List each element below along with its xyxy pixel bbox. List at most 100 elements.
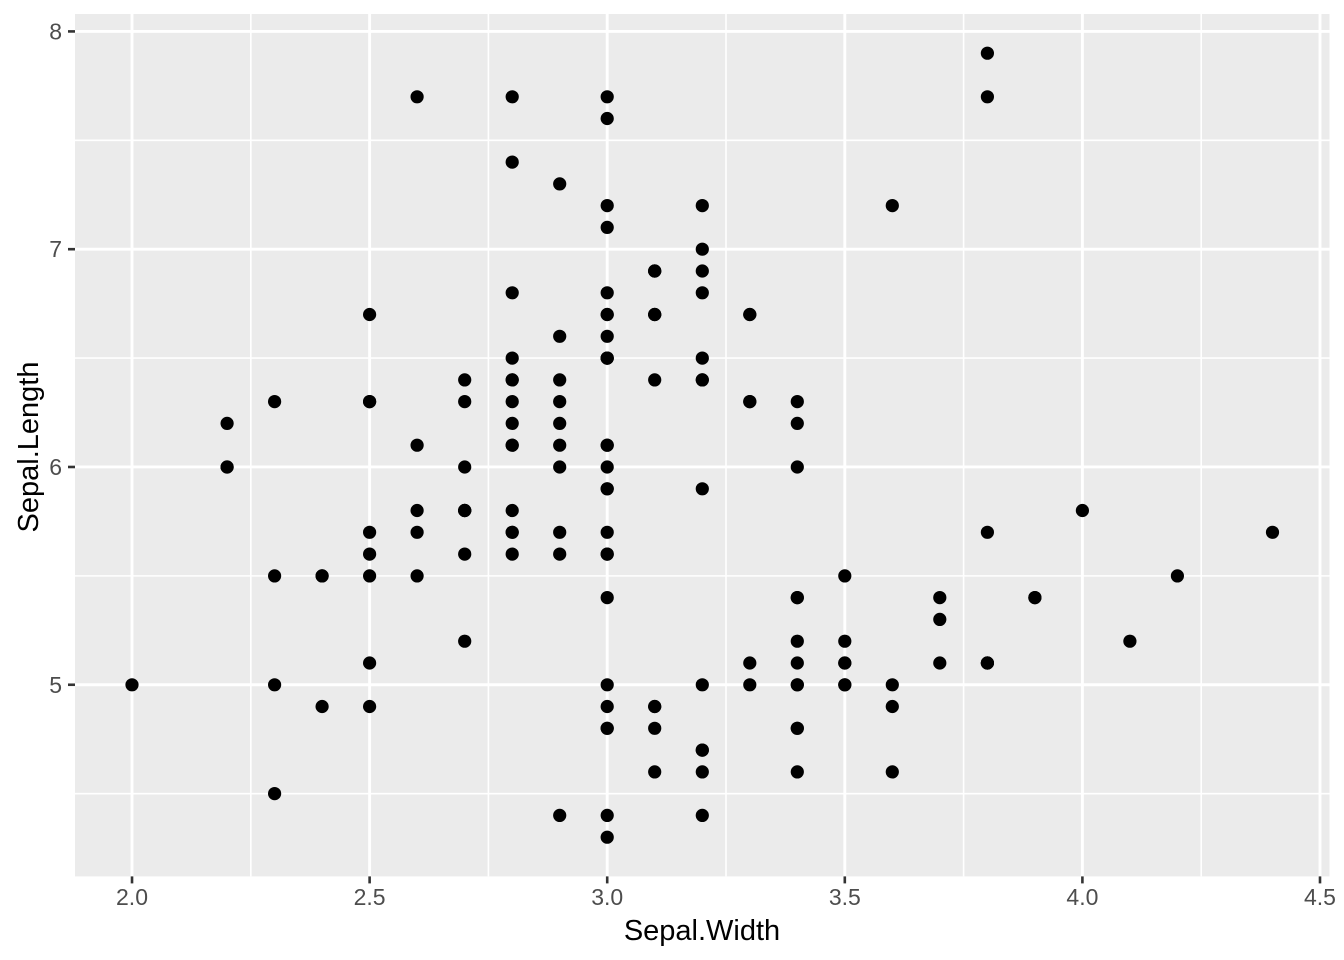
- data-point: [790, 395, 804, 409]
- data-point: [838, 569, 852, 583]
- data-point: [505, 503, 519, 518]
- data-point: [885, 199, 899, 213]
- data-point: [838, 656, 852, 670]
- data-point: [980, 525, 995, 539]
- y-axis-title: Sepal.Length: [13, 362, 45, 533]
- x-tick-label: 2.0: [116, 884, 148, 910]
- data-point: [553, 438, 567, 452]
- data-point: [553, 547, 567, 561]
- data-point: [458, 395, 472, 409]
- data-point: [600, 90, 614, 104]
- data-point: [363, 569, 377, 583]
- data-point: [505, 90, 519, 104]
- data-point: [695, 373, 709, 387]
- data-point: [648, 721, 662, 735]
- data-point: [458, 503, 472, 518]
- y-tick-label: 8: [49, 18, 62, 44]
- data-point: [933, 591, 947, 605]
- data-point: [553, 177, 567, 191]
- data-point: [743, 656, 757, 670]
- data-point: [363, 656, 377, 670]
- data-point: [743, 307, 757, 322]
- x-tick-label: 3.5: [829, 884, 861, 910]
- data-point: [1265, 525, 1280, 539]
- x-tick-label: 4.5: [1304, 884, 1336, 910]
- data-point: [553, 416, 567, 430]
- data-point: [600, 329, 614, 343]
- data-point: [600, 808, 614, 823]
- data-point: [553, 525, 567, 539]
- data-point: [505, 155, 519, 169]
- data-point: [648, 264, 662, 278]
- data-point: [980, 90, 995, 104]
- data-point: [505, 373, 519, 387]
- data-point: [648, 765, 662, 779]
- data-point: [410, 525, 424, 539]
- data-point: [885, 699, 899, 714]
- data-point: [600, 482, 614, 496]
- data-point: [505, 286, 519, 300]
- data-point: [838, 678, 852, 692]
- data-points: [125, 46, 1280, 844]
- data-point: [885, 765, 899, 779]
- data-point: [600, 721, 614, 735]
- data-point: [695, 743, 709, 757]
- data-point: [505, 416, 519, 430]
- data-point: [553, 460, 567, 474]
- data-point: [790, 591, 804, 605]
- data-point: [980, 656, 995, 670]
- data-point: [1028, 591, 1042, 605]
- data-point: [363, 547, 377, 561]
- data-point: [790, 416, 804, 430]
- data-point: [600, 525, 614, 539]
- data-point: [695, 808, 709, 823]
- data-point: [600, 591, 614, 605]
- data-point: [505, 438, 519, 452]
- data-point: [980, 46, 995, 60]
- data-point: [600, 199, 614, 213]
- data-point: [790, 678, 804, 692]
- data-point: [648, 373, 662, 387]
- data-point: [268, 678, 282, 692]
- data-point: [695, 199, 709, 213]
- data-point: [220, 460, 234, 474]
- data-point: [458, 373, 472, 387]
- data-point: [743, 395, 757, 409]
- data-point: [790, 460, 804, 474]
- data-point: [363, 307, 377, 322]
- y-tick-label: 7: [49, 236, 62, 262]
- data-point: [220, 416, 234, 430]
- x-tick-label: 4.0: [1066, 884, 1098, 910]
- data-point: [315, 569, 329, 583]
- data-point: [695, 286, 709, 300]
- data-point: [695, 678, 709, 692]
- x-axis-title: Sepal.Width: [624, 915, 780, 947]
- panel-background: [75, 14, 1330, 877]
- data-point: [505, 525, 519, 539]
- x-tick-label: 3.0: [591, 884, 623, 910]
- data-point: [695, 482, 709, 496]
- y-tick-label: 5: [49, 672, 62, 698]
- data-point: [363, 699, 377, 714]
- x-tick-label: 2.5: [354, 884, 386, 910]
- data-point: [268, 787, 282, 801]
- data-point: [600, 830, 614, 844]
- data-point: [1075, 503, 1089, 518]
- data-point: [885, 678, 899, 692]
- data-point: [125, 678, 139, 692]
- data-point: [553, 808, 567, 823]
- data-point: [600, 678, 614, 692]
- data-point: [553, 373, 567, 387]
- data-point: [743, 678, 757, 692]
- data-point: [790, 634, 804, 648]
- data-point: [458, 634, 472, 648]
- data-point: [410, 569, 424, 583]
- data-point: [600, 351, 614, 365]
- data-point: [600, 111, 614, 126]
- y-tick-label: 6: [49, 454, 62, 480]
- data-point: [505, 351, 519, 365]
- data-point: [505, 395, 519, 409]
- data-point: [600, 220, 614, 234]
